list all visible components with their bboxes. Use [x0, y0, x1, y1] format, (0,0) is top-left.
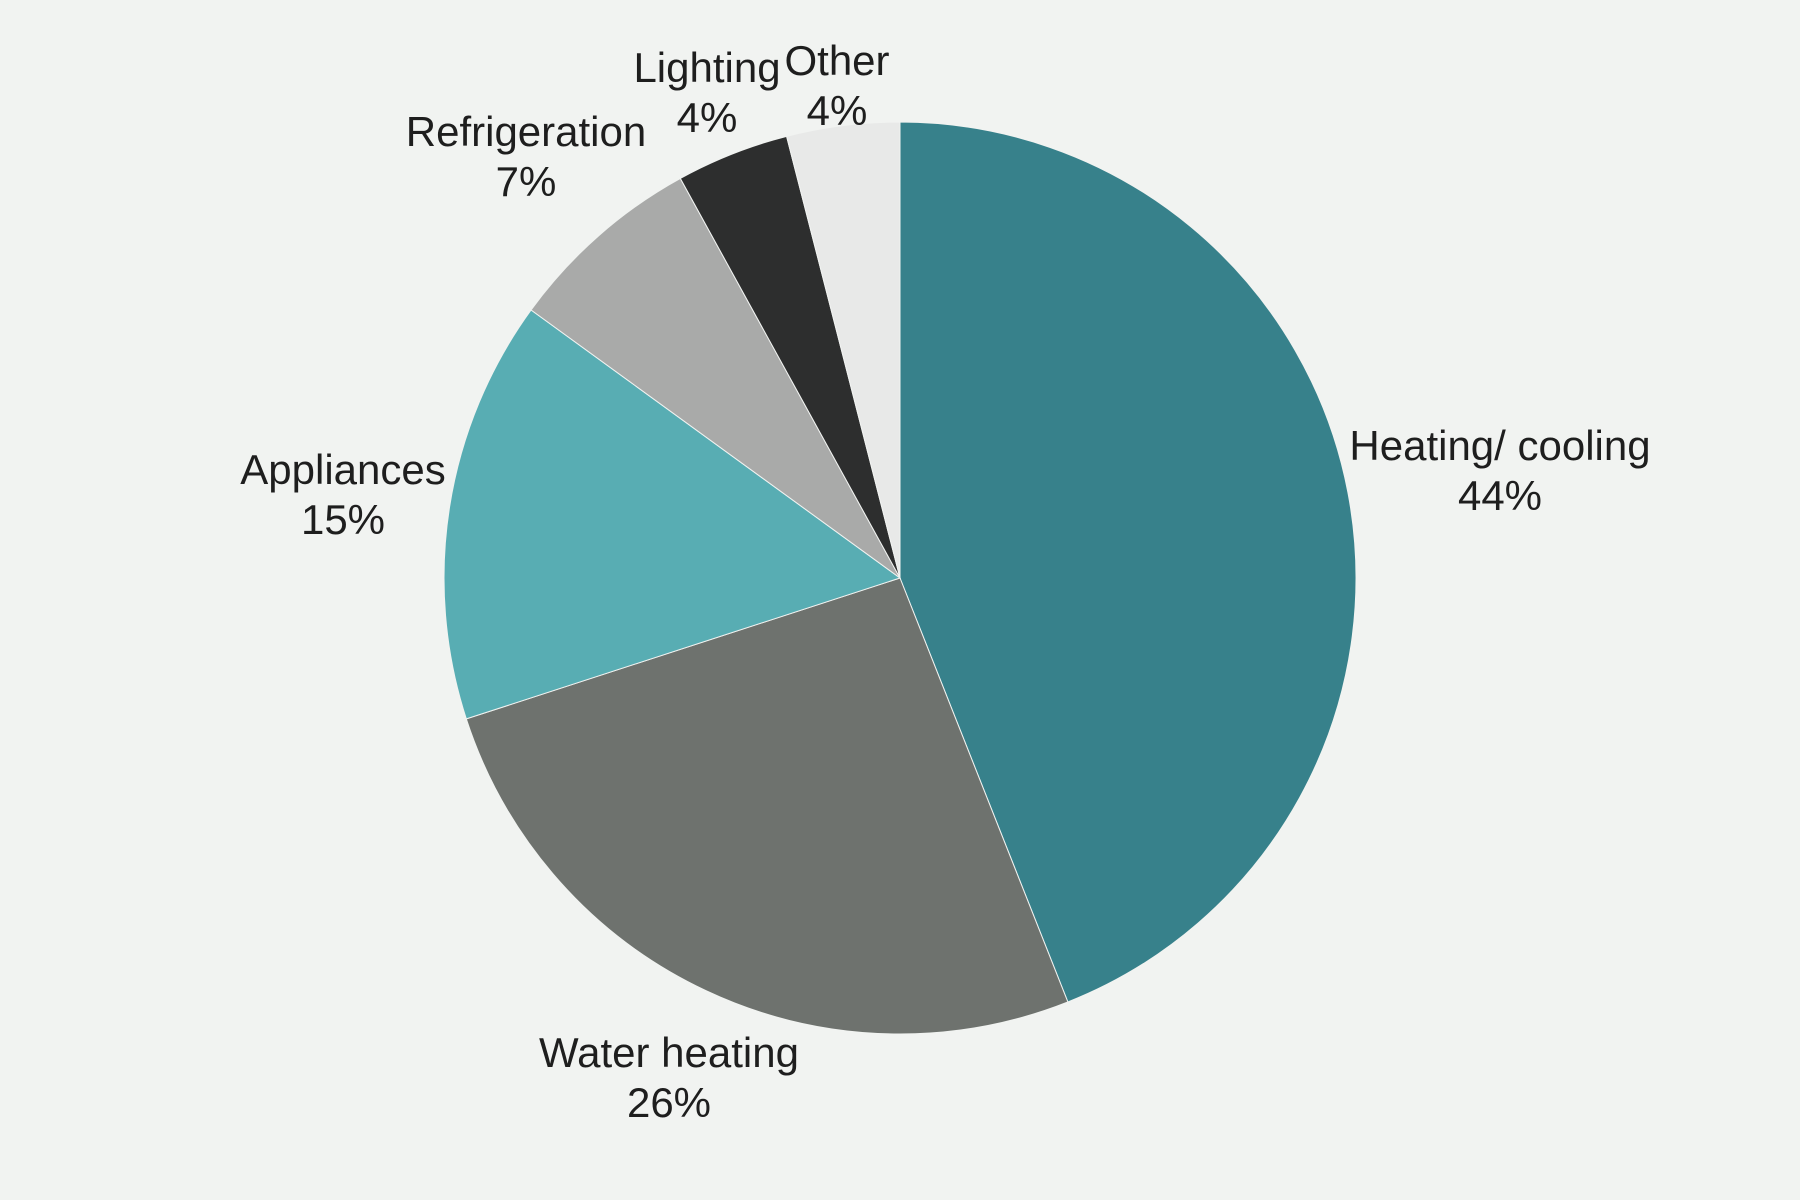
pie-slice-water-heating — [465, 577, 1069, 1035]
pie-slice-other — [785, 121, 901, 579]
slice-percent: 7% — [495, 158, 557, 205]
slice-label-heating-cooling: Heating/ cooling 44% — [1349, 421, 1650, 521]
slice-percent: 26% — [626, 1079, 712, 1126]
slice-percent: 44% — [1457, 472, 1543, 519]
slice-name: Heating/ cooling — [1349, 422, 1651, 469]
slice-percent: 4% — [806, 87, 868, 134]
slice-label-water-heating: Water heating 26% — [539, 1028, 799, 1128]
slice-name: Lighting — [633, 44, 781, 91]
pie-slice-appliances — [443, 309, 902, 720]
slice-name: Appliances — [240, 446, 446, 493]
slice-percent: 4% — [676, 94, 738, 141]
slice-name: Water heating — [539, 1029, 799, 1076]
slice-label-refrigeration: Refrigeration 7% — [406, 107, 646, 207]
slice-name: Refrigeration — [405, 108, 647, 155]
pie-slice-heating-cooling — [899, 121, 1357, 1003]
slice-percent: 15% — [300, 496, 386, 543]
slice-label-lighting: Lighting 4% — [633, 43, 780, 143]
slice-label-other: Other 4% — [784, 36, 889, 136]
slice-name: Other — [784, 37, 890, 84]
pie-slice-refrigeration — [530, 177, 901, 579]
slice-label-appliances: Appliances 15% — [240, 445, 445, 545]
